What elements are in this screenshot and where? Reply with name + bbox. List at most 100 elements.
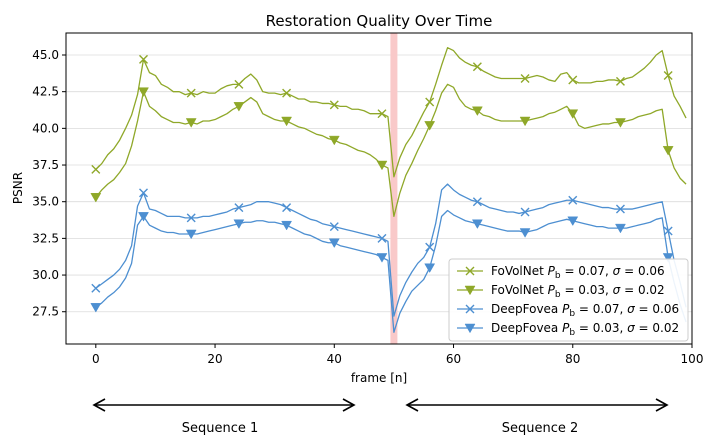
data-point-marker (662, 146, 674, 156)
data-point-marker (281, 220, 293, 231)
data-point-marker (520, 73, 530, 83)
series-line (95, 83, 687, 218)
data-point-marker (233, 102, 245, 112)
y-tick-label: 37.5 (32, 158, 59, 172)
data-point-marker (662, 253, 674, 263)
data-point-marker (282, 203, 292, 213)
data-point-marker (568, 195, 578, 205)
legend-box (448, 258, 689, 342)
data-point-marker (90, 193, 102, 203)
data-point-marker (424, 263, 436, 273)
series-3 (91, 183, 687, 317)
x-tick-label: 80 (565, 352, 580, 366)
chart-title: Restoration Quality Over Time (266, 12, 493, 30)
sequence-2-label: Sequence 2 (502, 421, 579, 435)
data-point-marker (568, 75, 578, 85)
legend-label: FoVolNet Pb = 0.03, σ = 0.02 (491, 283, 665, 300)
x-tick-label: 0 (92, 352, 100, 366)
data-point-marker (424, 121, 436, 131)
data-point-marker (472, 197, 482, 207)
x-tick-label: 40 (327, 352, 342, 366)
data-point-marker (90, 303, 102, 313)
data-point-marker (138, 212, 149, 222)
sequence-boundary-highlight (390, 33, 398, 344)
data-point-marker (138, 87, 149, 97)
y-tick-label: 27.5 (32, 305, 59, 319)
sequence-2-arrow (405, 398, 669, 412)
data-point-marker (282, 88, 292, 98)
data-point-marker (185, 229, 197, 240)
data-point-marker (91, 283, 101, 293)
data-point-marker (567, 109, 579, 119)
data-point-marker (425, 242, 435, 252)
data-point-marker (376, 253, 388, 263)
data-point-marker (139, 188, 148, 198)
series-layer (90, 47, 687, 333)
data-point-marker (281, 116, 293, 127)
legend-marker (465, 266, 475, 276)
data-point-marker (471, 219, 483, 229)
series-4 (90, 209, 687, 333)
legend: FoVolNet Pb = 0.07, σ = 0.06 FoVolNet Pb … (448, 258, 689, 342)
data-point-marker (472, 62, 482, 72)
grid (66, 54, 692, 313)
legend-marker (464, 323, 476, 334)
data-point-marker (186, 213, 196, 223)
data-point-marker (328, 238, 340, 249)
legend-entry: FoVolNet Pb = 0.07, σ = 0.06 (457, 264, 665, 281)
data-point-marker (91, 164, 101, 174)
data-point-marker (233, 219, 245, 229)
data-point-marker (329, 222, 339, 232)
series-2 (90, 83, 687, 218)
data-point-marker (234, 203, 244, 213)
data-point-marker (663, 226, 673, 236)
data-point-marker (185, 118, 197, 128)
data-point-marker (567, 216, 579, 227)
y-tick-label: 42.5 (32, 85, 59, 99)
x-tick-label: 60 (446, 352, 461, 366)
data-point-marker (328, 135, 340, 146)
data-point-marker (186, 88, 196, 98)
data-point-marker (615, 223, 626, 234)
data-point-marker (329, 100, 339, 110)
ticks: 27.5 30.0 32.5 35.0 37.5 40.0 42.5 45.0 0 20 40 60 8… (32, 48, 703, 366)
legend-label: DeepFovea Pb = 0.03, σ = 0.02 (491, 321, 679, 338)
x-axis-label: frame [n] (351, 371, 407, 385)
y-axis-label: PSNR (11, 172, 25, 204)
legend-label: FoVolNet Pb = 0.07, σ = 0.06 (491, 264, 665, 281)
y-tick-label: 40.0 (32, 121, 59, 135)
y-tick-label: 32.5 (32, 231, 59, 245)
data-point-marker (615, 76, 625, 86)
plot-frame (65, 32, 693, 345)
data-point-marker (377, 233, 387, 243)
data-point-marker (376, 160, 388, 171)
data-point-marker (139, 54, 148, 64)
data-point-marker (615, 204, 625, 214)
data-point-marker (377, 109, 387, 119)
legend-label: DeepFovea Pb = 0.07, σ = 0.06 (491, 302, 679, 319)
series-line (95, 47, 687, 178)
legend-marker (464, 285, 476, 296)
data-point-marker (234, 79, 244, 89)
sequence-1-arrow (92, 398, 356, 412)
y-tick-label: 35.0 (32, 195, 59, 209)
legend-entry: DeepFovea Pb = 0.03, σ = 0.02 (457, 321, 679, 338)
data-point-marker (520, 207, 530, 217)
legend-entry: DeepFovea Pb = 0.07, σ = 0.06 (457, 302, 679, 319)
data-point-marker (471, 106, 483, 117)
data-point-marker (615, 118, 626, 128)
series-1 (91, 47, 687, 178)
data-point-marker (519, 116, 531, 127)
data-point-marker (425, 97, 435, 107)
x-tick-label: 20 (207, 352, 222, 366)
data-point-marker (663, 71, 673, 81)
sequence-1-label: Sequence 1 (182, 421, 259, 435)
y-tick-label: 30.0 (32, 268, 59, 282)
legend-marker (465, 304, 475, 314)
x-tick-label: 100 (681, 352, 704, 366)
series-line (95, 183, 687, 317)
data-point-marker (519, 228, 531, 238)
legend-entry: FoVolNet Pb = 0.03, σ = 0.02 (457, 283, 665, 300)
y-tick-label: 45.0 (32, 48, 59, 62)
